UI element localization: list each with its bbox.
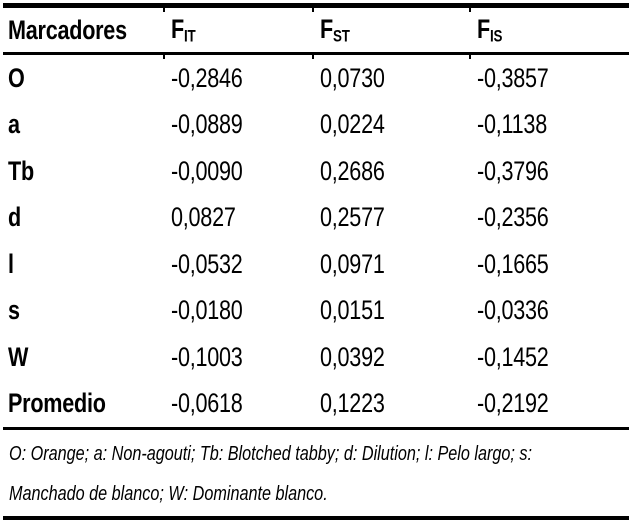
fit-value: -0,1003 [171,341,243,372]
fis-value: -0,2356 [477,202,549,233]
row-label: l [8,248,14,279]
fis-value: -0,3857 [477,62,549,93]
row-label: s [8,295,20,326]
footnote-rule [3,427,629,430]
fst-value: 0,1223 [320,388,385,419]
fst-cell: 0,1223 [312,388,469,419]
row-label-cell: W [0,342,163,373]
fst-cell: 0,0971 [312,249,469,280]
fit-value: -0,0532 [171,248,243,279]
fst-value: 0,0392 [320,341,385,372]
row-label: Tb [8,155,34,186]
row-label-cell: a [0,109,163,140]
fis-value: -0,1665 [477,248,549,279]
header-fit-label: FIT [171,13,196,46]
fit-value: -0,0618 [171,388,243,419]
row-label: O [8,62,25,93]
header-fst: FST [312,14,469,47]
fit-value: -0,0889 [171,109,243,140]
fit-cell: -0,0090 [163,156,312,187]
fst-value: 0,0151 [320,295,385,326]
table-row: W -0,1003 0,0392 -0,1452 [0,334,632,381]
header-fst-label: FST [320,13,350,46]
fit-value: -0,0180 [171,295,243,326]
fst-cell: 0,2686 [312,156,469,187]
column-tick [312,55,314,59]
fis-cell: -0,1452 [469,342,632,373]
fst-value: 0,0971 [320,248,385,279]
fst-cell: 0,0224 [312,109,469,140]
fit-cell: -0,1003 [163,342,312,373]
fst-value: 0,0224 [320,109,385,140]
header-fis: FIS [469,14,632,47]
fis-cell: -0,2356 [469,202,632,233]
column-tick [469,55,471,59]
table-row: d 0,0827 0,2577 -0,2356 [0,195,632,242]
fit-cell: -0,0532 [163,249,312,280]
column-tick [469,8,471,12]
fit-value: 0,0827 [171,202,236,233]
footnote: O: Orange; a: Non-agouti; Tb: Blotched t… [3,430,629,516]
fis-value: -0,0336 [477,295,549,326]
fst-value: 0,2686 [320,155,385,186]
fis-value: -0,1452 [477,341,549,372]
fis-cell: -0,1138 [469,109,632,140]
table-row: O -0,2846 0,0730 -0,3857 [0,55,632,102]
row-label-cell: Promedio [0,388,163,419]
header-marcadores: Marcadores [0,15,163,46]
fis-value: -0,2192 [477,388,549,419]
fst-cell: 0,0151 [312,295,469,326]
table-row: Tb -0,0090 0,2686 -0,3796 [0,148,632,195]
header-rule [3,52,629,59]
column-tick [163,55,165,59]
footnote-line-2: Manchado de blanco; W: Dominante blanco. [9,482,328,505]
table-row: s -0,0180 0,0151 -0,0336 [0,288,632,335]
bottom-border [3,516,629,520]
row-label-cell: Tb [0,156,163,187]
fst-cell: 0,2577 [312,202,469,233]
row-label: W [8,341,29,372]
footnote-line-1: O: Orange; a: Non-agouti; Tb: Blotched t… [9,442,533,465]
column-tick [163,8,165,12]
fit-cell: 0,0827 [163,202,312,233]
row-label-cell: d [0,202,163,233]
fis-cell: -0,2192 [469,388,632,419]
fst-cell: 0,0730 [312,63,469,94]
table-header-row: Marcadores FIT FST FIS [0,8,632,52]
fit-value: -0,0090 [171,155,243,186]
row-label: a [8,109,20,140]
fis-cell: -0,3796 [469,156,632,187]
top-border [3,3,629,12]
row-label: Promedio [8,388,106,419]
row-label-cell: O [0,63,163,94]
fis-value: -0,3796 [477,155,549,186]
column-tick [312,8,314,12]
fit-cell: -0,2846 [163,63,312,94]
row-label: d [8,202,21,233]
fit-cell: -0,0618 [163,388,312,419]
table-row: l -0,0532 0,0971 -0,1665 [0,241,632,288]
row-label-cell: l [0,249,163,280]
table-row: a -0,0889 0,0224 -0,1138 [0,102,632,149]
fit-cell: -0,0889 [163,109,312,140]
row-label-cell: s [0,295,163,326]
fit-value: -0,2846 [171,62,243,93]
fst-value: 0,2577 [320,202,385,233]
fis-cell: -0,3857 [469,63,632,94]
fst-cell: 0,0392 [312,342,469,373]
header-marcadores-label: Marcadores [8,14,127,45]
table-row: Promedio -0,0618 0,1223 -0,2192 [0,381,632,428]
fis-cell: -0,1665 [469,249,632,280]
fis-value: -0,1138 [477,109,547,140]
fis-cell: -0,0336 [469,295,632,326]
fst-value: 0,0730 [320,62,385,93]
header-fit: FIT [163,14,312,47]
header-fis-label: FIS [477,13,503,46]
fit-cell: -0,0180 [163,295,312,326]
